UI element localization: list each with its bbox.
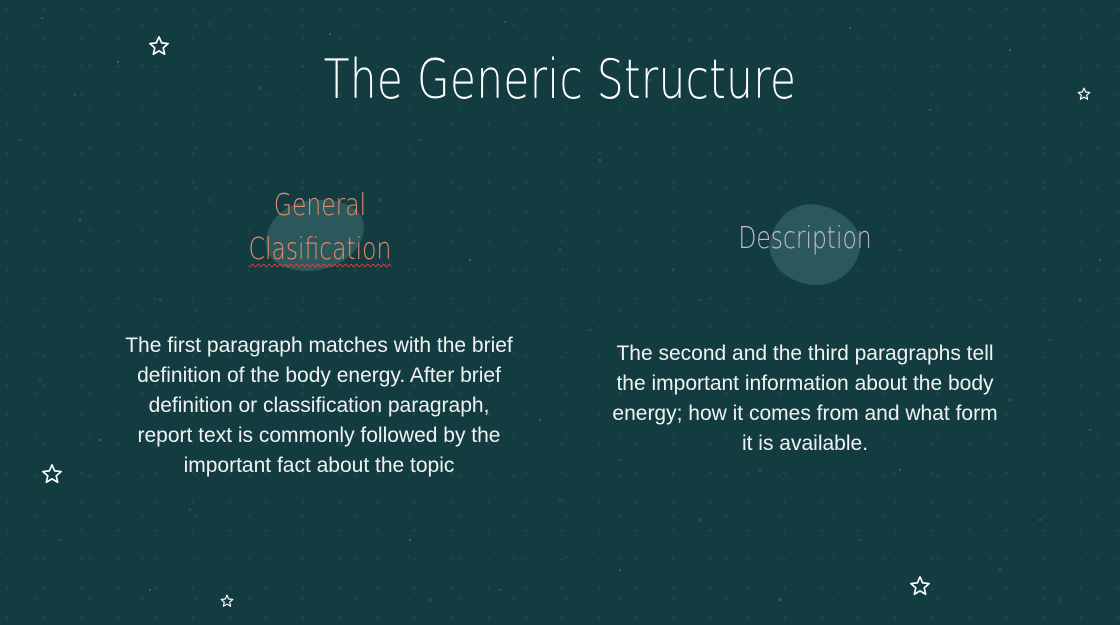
star-icon [42, 464, 62, 484]
star-icon [149, 36, 169, 56]
description-paragraph: The second and the third paragraphs tell… [612, 342, 998, 455]
heading-line-2-text: Clasification [248, 232, 392, 267]
star-icon [910, 576, 930, 596]
description-heading: Description [738, 221, 872, 256]
star-icon [1077, 87, 1091, 100]
general-classification-paragraph: The first paragraph matches with the bri… [125, 334, 513, 477]
heading-line-1: General [273, 188, 367, 223]
star-icon [220, 594, 234, 607]
slide-title: The Generic Structure [323, 48, 797, 111]
heading-line-2: Clasification [207, 228, 433, 272]
general-classification-heading: General Clasification [207, 184, 433, 272]
